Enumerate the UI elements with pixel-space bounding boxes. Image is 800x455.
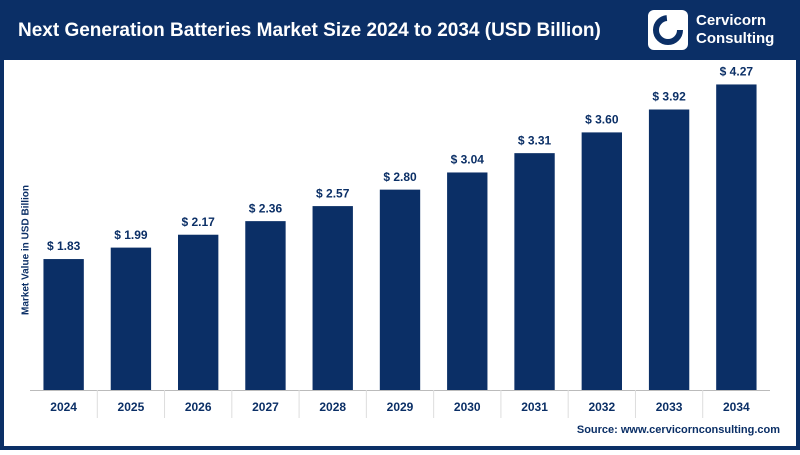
x-tick-label: 2024	[50, 400, 77, 414]
value-label: $ 2.36	[249, 201, 283, 215]
x-tick-label: 2026	[185, 400, 212, 414]
bar	[43, 259, 84, 390]
value-label: $ 1.99	[114, 228, 148, 242]
bar	[245, 221, 286, 390]
y-axis-label: Market Value in USD Billion	[21, 185, 32, 315]
bar	[581, 132, 622, 390]
x-tick-label: 2032	[588, 400, 615, 414]
chart-title: Next Generation Batteries Market Size 20…	[18, 20, 601, 41]
bar	[716, 84, 757, 391]
logo: Cervicorn Consulting	[648, 10, 774, 50]
bar	[312, 206, 353, 390]
value-label: $ 2.17	[181, 215, 215, 229]
value-label: $ 1.83	[47, 239, 81, 253]
bar	[648, 109, 690, 390]
logo-text: Consulting	[696, 30, 774, 47]
bar	[379, 189, 421, 390]
value-label: $ 4.27	[720, 65, 754, 79]
x-tick-label: 2030	[454, 400, 481, 414]
x-tick-label: 2029	[387, 400, 414, 414]
value-label: $ 3.92	[652, 90, 686, 104]
x-tick-label: 2034	[723, 400, 750, 414]
x-tick-label: 2025	[118, 400, 145, 414]
x-tick-label: 2027	[252, 400, 279, 414]
bar	[447, 172, 488, 390]
value-label: $ 3.31	[518, 133, 552, 147]
source: Source: www.cervicornconsulting.com	[577, 424, 780, 436]
value-label: $ 3.04	[451, 153, 485, 167]
logo-text: Cervicorn	[696, 12, 766, 29]
x-tick-label: 2031	[521, 400, 548, 414]
value-label: $ 2.57	[316, 186, 350, 200]
value-label: $ 3.60	[585, 113, 619, 127]
bar	[110, 247, 152, 390]
bar	[514, 153, 555, 390]
x-tick-label: 2033	[656, 400, 683, 414]
bar	[178, 234, 219, 390]
value-label: $ 2.80	[383, 170, 417, 184]
x-tick-label: 2028	[319, 400, 346, 414]
logo-icon	[653, 15, 683, 45]
